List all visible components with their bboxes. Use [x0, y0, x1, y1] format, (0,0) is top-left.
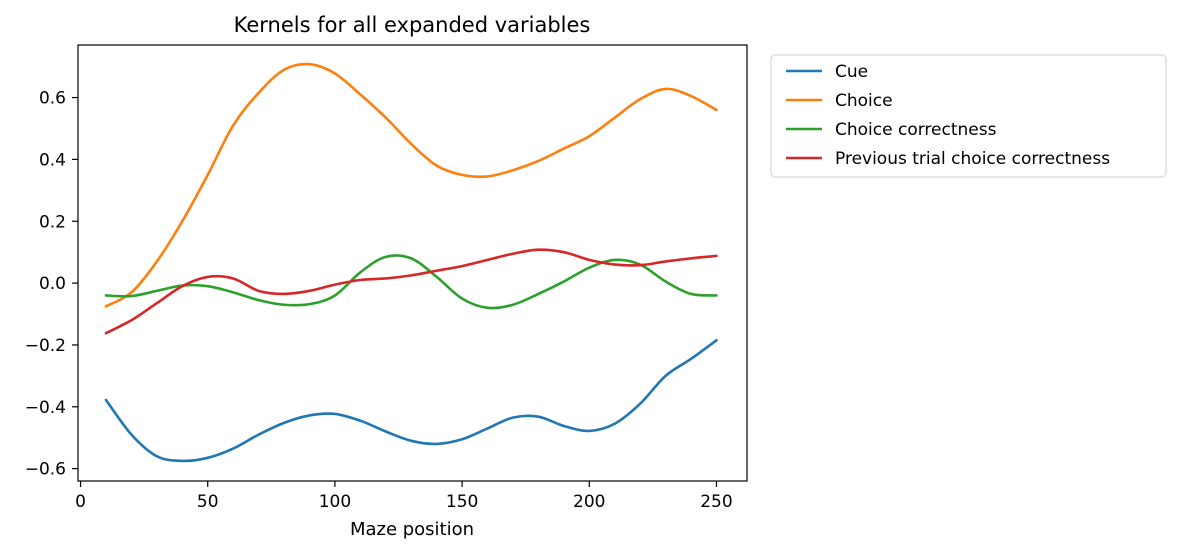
y-tick-label: −0.6	[25, 460, 66, 480]
x-tick-label: 100	[319, 492, 351, 512]
series-line-previous-trial-choice-correctness	[104, 248, 718, 335]
x-tick-label: 250	[700, 492, 732, 512]
x-tick-label: 50	[197, 492, 219, 512]
series-line-choice-correctness	[104, 254, 718, 310]
legend-label-choice-correctness: Choice correctness	[835, 120, 997, 140]
y-tick-label: 0.6	[39, 89, 66, 109]
x-tick-label: 200	[573, 492, 605, 512]
plot-area	[77, 44, 748, 482]
y-tick-label: −0.4	[25, 398, 66, 418]
y-tick-label: 0.0	[39, 274, 66, 294]
x-tick-label: 0	[75, 492, 86, 512]
y-tick-label: 0.2	[39, 212, 66, 232]
series-line-cue	[104, 339, 718, 463]
y-axis-ticks: −0.6 −0.4 −0.2 0.0 0.2 0.4 0.6	[25, 89, 78, 480]
legend-frame	[770, 54, 1167, 178]
series-line-choice	[104, 62, 718, 308]
y-tick-label: 0.4	[39, 150, 66, 170]
x-tick-label: 150	[446, 492, 478, 512]
legend-label-previous-trial-choice-correctness: Previous trial choice correctness	[835, 149, 1110, 169]
x-axis-label: Maze position	[350, 519, 474, 540]
legend-label-choice: Choice	[835, 91, 893, 111]
chart-title: Kernels for all expanded variables	[234, 13, 591, 37]
y-tick-label: −0.2	[25, 336, 66, 356]
legend-label-cue: Cue	[835, 62, 868, 82]
series-layer	[104, 62, 718, 463]
plot-frame	[77, 44, 748, 482]
x-axis-ticks: 0 50 100 150 200 250	[75, 481, 733, 512]
legend: Cue Choice Choice correctness Previous tria…	[770, 54, 1167, 178]
